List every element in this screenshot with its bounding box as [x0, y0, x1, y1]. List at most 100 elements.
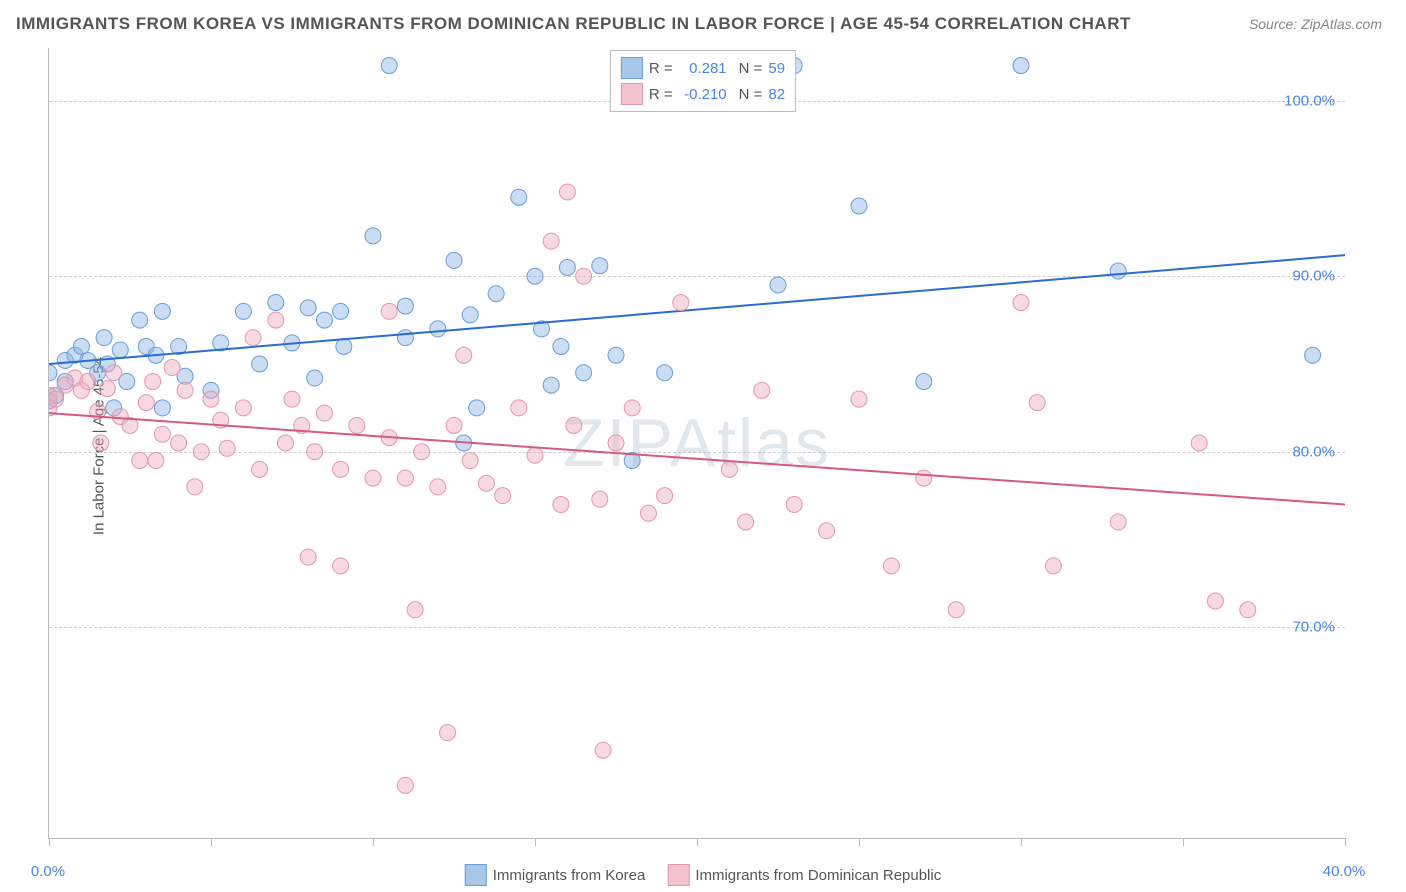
legend-swatch-korea	[621, 57, 643, 79]
scatter-point	[336, 338, 352, 354]
scatter-point	[495, 488, 511, 504]
legend-n-label: N =	[739, 60, 763, 77]
legend-r-value: 0.281	[679, 60, 727, 77]
scatter-point	[1191, 435, 1207, 451]
scatter-point	[93, 435, 109, 451]
scatter-point	[948, 602, 964, 618]
scatter-point	[397, 298, 413, 314]
scatter-point	[721, 461, 737, 477]
scatter-point	[559, 259, 575, 275]
scatter-point	[349, 417, 365, 433]
legend-row: R = -0.210 N = 82	[621, 81, 785, 107]
scatter-point	[154, 426, 170, 442]
scatter-point	[112, 342, 128, 358]
scatter-point	[456, 347, 472, 363]
scatter-point	[316, 405, 332, 421]
scatter-point	[608, 347, 624, 363]
scatter-point	[219, 440, 235, 456]
scatter-point	[1045, 558, 1061, 574]
scatter-point	[446, 417, 462, 433]
chart-container: IMMIGRANTS FROM KOREA VS IMMIGRANTS FROM…	[0, 0, 1406, 892]
scatter-point	[171, 435, 187, 451]
scatter-point	[819, 523, 835, 539]
scatter-point	[511, 189, 527, 205]
scatter-point	[786, 496, 802, 512]
scatter-point	[1013, 58, 1029, 74]
legend-swatch-dominican	[667, 864, 689, 886]
scatter-point	[300, 300, 316, 316]
scatter-point	[462, 307, 478, 323]
scatter-point	[164, 360, 180, 376]
scatter-point	[469, 400, 485, 416]
scatter-point	[245, 330, 261, 346]
scatter-point	[132, 312, 148, 328]
legend-swatch-dominican	[621, 83, 643, 105]
legend-item: Immigrants from Dominican Republic	[667, 864, 941, 886]
scatter-point	[397, 470, 413, 486]
legend-n-value: 82	[768, 86, 785, 103]
scatter-point	[138, 395, 154, 411]
plot-area: ZIPAtlas 70.0%80.0%90.0%100.0%	[48, 48, 1345, 839]
scatter-point	[148, 453, 164, 469]
scatter-point	[96, 330, 112, 346]
scatter-point	[576, 365, 592, 381]
legend-n-label: N =	[739, 86, 763, 103]
scatter-point	[316, 312, 332, 328]
scatter-point	[235, 303, 251, 319]
scatter-point	[430, 479, 446, 495]
scatter-point	[1110, 514, 1126, 530]
legend-r-value: -0.210	[679, 86, 727, 103]
scatter-point	[559, 184, 575, 200]
scatter-point	[252, 461, 268, 477]
scatter-point	[268, 295, 284, 311]
scatter-point	[132, 453, 148, 469]
legend-item: Immigrants from Korea	[465, 864, 646, 886]
scatter-point	[333, 461, 349, 477]
x-tick-label: 0.0%	[31, 863, 65, 880]
scatter-point	[566, 417, 582, 433]
legend-row: R = 0.281 N = 59	[621, 55, 785, 81]
scatter-point	[154, 400, 170, 416]
legend-swatch-korea	[465, 864, 487, 886]
scatter-point	[284, 391, 300, 407]
scatter-point	[193, 444, 209, 460]
scatter-point	[154, 303, 170, 319]
scatter-point	[673, 295, 689, 311]
scatter-point	[738, 514, 754, 530]
scatter-point	[307, 444, 323, 460]
scatter-point	[488, 286, 504, 302]
scatter-point	[49, 365, 57, 381]
scatter-point	[1110, 263, 1126, 279]
scatter-point	[527, 447, 543, 463]
scatter-point	[397, 777, 413, 793]
scatter-point	[235, 400, 251, 416]
scatter-point	[414, 444, 430, 460]
scatter-point	[1305, 347, 1321, 363]
scatter-point	[381, 303, 397, 319]
trend-line	[49, 413, 1345, 504]
source-attribution: Source: ZipAtlas.com	[1249, 16, 1382, 32]
scatter-point	[365, 228, 381, 244]
scatter-point	[187, 479, 203, 495]
legend-n-value: 59	[768, 60, 785, 77]
legend-r-label: R =	[649, 60, 673, 77]
scatter-point	[333, 558, 349, 574]
scatter-point	[592, 258, 608, 274]
scatter-point	[365, 470, 381, 486]
scatter-point	[527, 268, 543, 284]
scatter-point	[640, 505, 656, 521]
scatter-point	[553, 338, 569, 354]
scatter-point	[576, 268, 592, 284]
scatter-plot-svg	[49, 48, 1345, 838]
scatter-point	[657, 365, 673, 381]
scatter-point	[543, 377, 559, 393]
chart-title: IMMIGRANTS FROM KOREA VS IMMIGRANTS FROM…	[16, 14, 1131, 34]
scatter-point	[608, 435, 624, 451]
scatter-point	[462, 453, 478, 469]
scatter-point	[80, 374, 96, 390]
scatter-point	[49, 391, 63, 407]
correlation-legend: R = 0.281 N = 59 R = -0.210 N = 82	[610, 50, 796, 112]
scatter-point	[203, 391, 219, 407]
scatter-point	[106, 365, 122, 381]
scatter-point	[407, 602, 423, 618]
